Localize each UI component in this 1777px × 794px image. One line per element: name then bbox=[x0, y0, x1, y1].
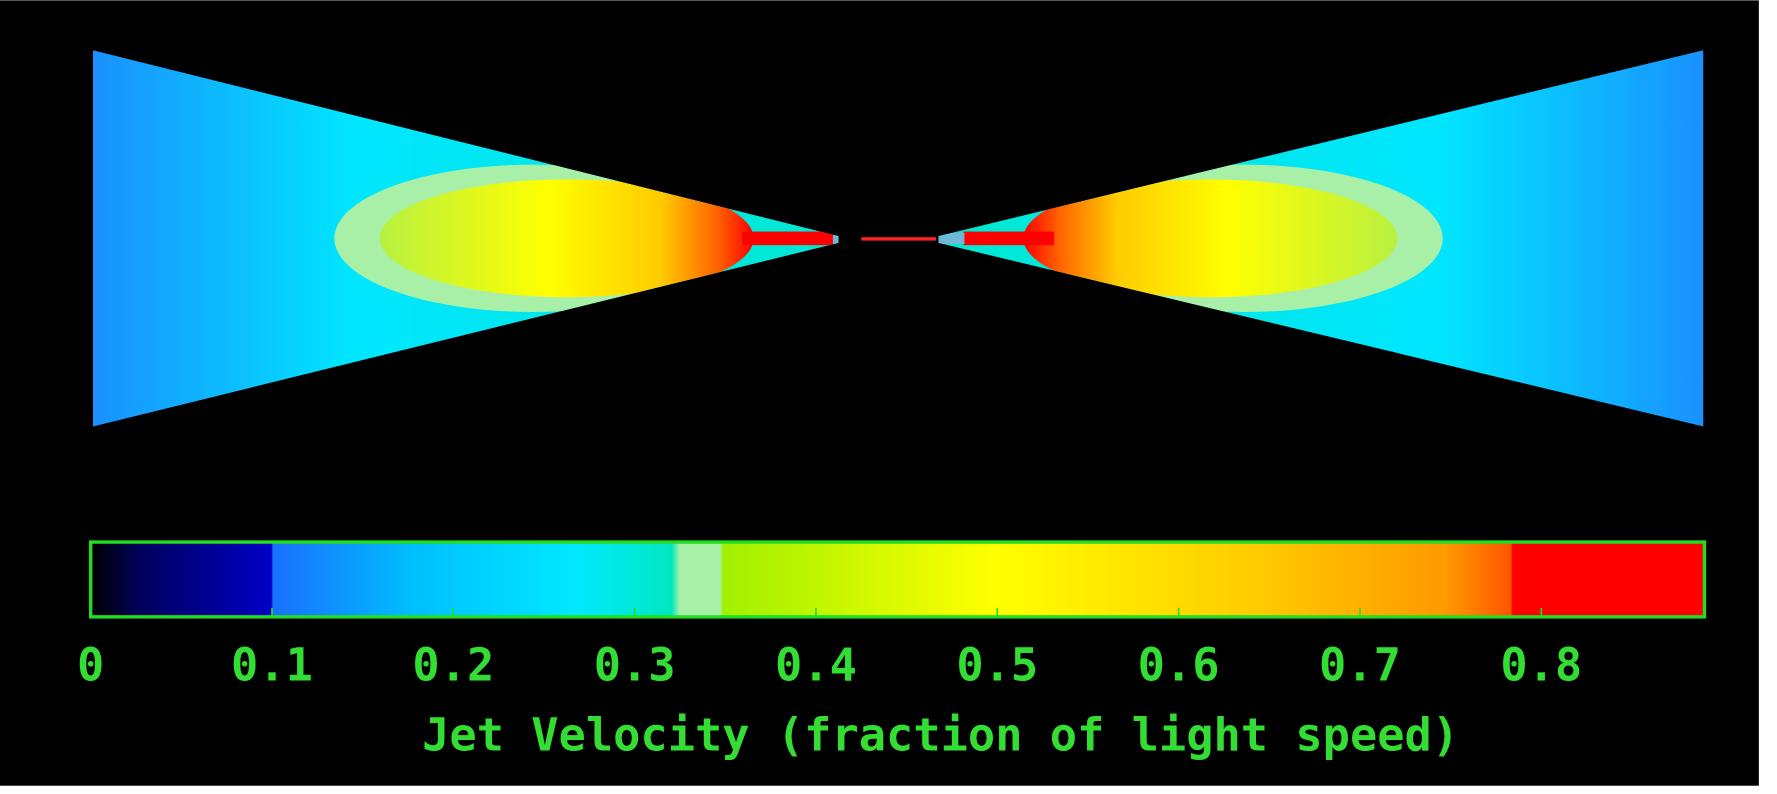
tick-label: 0.2 bbox=[412, 638, 494, 691]
colorbar-label: Jet Velocity (fraction of light speed) bbox=[422, 709, 1459, 762]
tick-label: 0 bbox=[77, 638, 104, 691]
tick-label: 0.5 bbox=[956, 638, 1038, 691]
tick-label: 0.1 bbox=[231, 638, 313, 691]
tick-label: 0.7 bbox=[1319, 638, 1401, 691]
tick-label: 0.4 bbox=[775, 638, 857, 691]
page: Jet Velocity (fraction of light speed) 0… bbox=[0, 0, 1777, 794]
colorbar bbox=[91, 542, 1705, 617]
tick-label: 0.6 bbox=[1138, 638, 1220, 691]
tick-label: 0.8 bbox=[1500, 638, 1582, 691]
jet-core bbox=[861, 237, 936, 240]
tick-label: 0.3 bbox=[594, 638, 676, 691]
